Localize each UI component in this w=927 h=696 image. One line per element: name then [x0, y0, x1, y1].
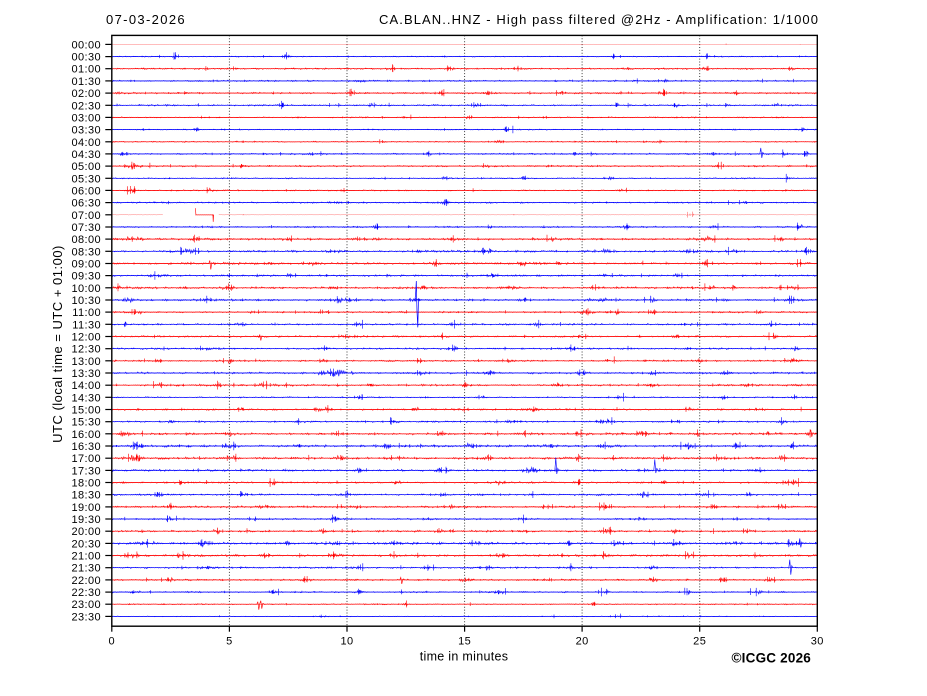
svg-text:23:30: 23:30	[71, 611, 101, 623]
svg-text:05:00: 05:00	[71, 161, 101, 173]
svg-text:time in minutes: time in minutes	[420, 650, 509, 664]
svg-text:17:00: 17:00	[71, 453, 101, 465]
svg-text:06:00: 06:00	[71, 185, 101, 197]
svg-text:04:00: 04:00	[71, 137, 101, 149]
svg-text:08:00: 08:00	[71, 234, 101, 246]
svg-text:16:00: 16:00	[71, 429, 101, 441]
svg-text:22:30: 22:30	[71, 587, 101, 599]
svg-text:14:00: 14:00	[71, 380, 101, 392]
svg-text:20:00: 20:00	[71, 526, 101, 538]
svg-text:CA.BLAN..HNZ - High pass filte: CA.BLAN..HNZ - High pass filtered @2Hz -…	[379, 12, 819, 27]
svg-text:02:00: 02:00	[71, 88, 101, 100]
svg-text:11:00: 11:00	[72, 307, 101, 319]
svg-text:12:30: 12:30	[71, 344, 101, 356]
svg-text:08:30: 08:30	[71, 246, 101, 258]
svg-text:0: 0	[109, 636, 116, 648]
svg-text:13:00: 13:00	[71, 356, 101, 368]
svg-text:25: 25	[693, 636, 706, 648]
svg-text:11:30: 11:30	[72, 319, 101, 331]
svg-text:13:30: 13:30	[71, 368, 101, 380]
svg-text:15:30: 15:30	[71, 417, 101, 429]
svg-text:01:30: 01:30	[71, 76, 101, 88]
svg-text:00:30: 00:30	[71, 52, 101, 64]
svg-text:06:30: 06:30	[71, 198, 101, 210]
svg-text:04:30: 04:30	[71, 149, 101, 161]
svg-text:01:00: 01:00	[71, 64, 101, 76]
svg-text:18:00: 18:00	[71, 478, 101, 490]
svg-text:03:30: 03:30	[71, 125, 101, 137]
svg-text:20: 20	[576, 636, 589, 648]
svg-text:UTC (local time = UTC + 01:00): UTC (local time = UTC + 01:00)	[50, 245, 65, 443]
svg-text:05:30: 05:30	[71, 173, 101, 185]
svg-text:15: 15	[458, 636, 471, 648]
svg-text:©ICGC 2026: ©ICGC 2026	[732, 651, 812, 666]
svg-text:10:30: 10:30	[71, 295, 101, 307]
svg-text:07:00: 07:00	[71, 210, 101, 222]
svg-text:16:30: 16:30	[71, 441, 101, 453]
svg-text:14:30: 14:30	[71, 392, 101, 404]
svg-text:00:00: 00:00	[71, 39, 101, 51]
svg-text:30: 30	[811, 636, 824, 648]
svg-text:19:00: 19:00	[71, 502, 101, 514]
svg-text:09:30: 09:30	[71, 271, 101, 283]
svg-text:21:30: 21:30	[71, 563, 101, 575]
svg-text:10: 10	[340, 636, 353, 648]
svg-text:17:30: 17:30	[71, 465, 101, 477]
svg-text:23:00: 23:00	[71, 599, 101, 611]
svg-text:09:00: 09:00	[71, 259, 101, 271]
svg-text:22:00: 22:00	[71, 575, 101, 587]
svg-text:19:30: 19:30	[71, 514, 101, 526]
svg-text:07-03-2026: 07-03-2026	[106, 12, 186, 27]
svg-text:21:00: 21:00	[71, 551, 101, 563]
svg-text:07:30: 07:30	[71, 222, 101, 234]
svg-text:15:00: 15:00	[71, 405, 101, 417]
svg-text:20:30: 20:30	[71, 538, 101, 550]
svg-text:5: 5	[226, 636, 233, 648]
svg-text:12:00: 12:00	[71, 332, 101, 344]
svg-text:03:00: 03:00	[71, 112, 101, 124]
svg-text:10:00: 10:00	[71, 283, 101, 295]
svg-text:02:30: 02:30	[71, 100, 101, 112]
svg-text:18:30: 18:30	[71, 490, 101, 502]
